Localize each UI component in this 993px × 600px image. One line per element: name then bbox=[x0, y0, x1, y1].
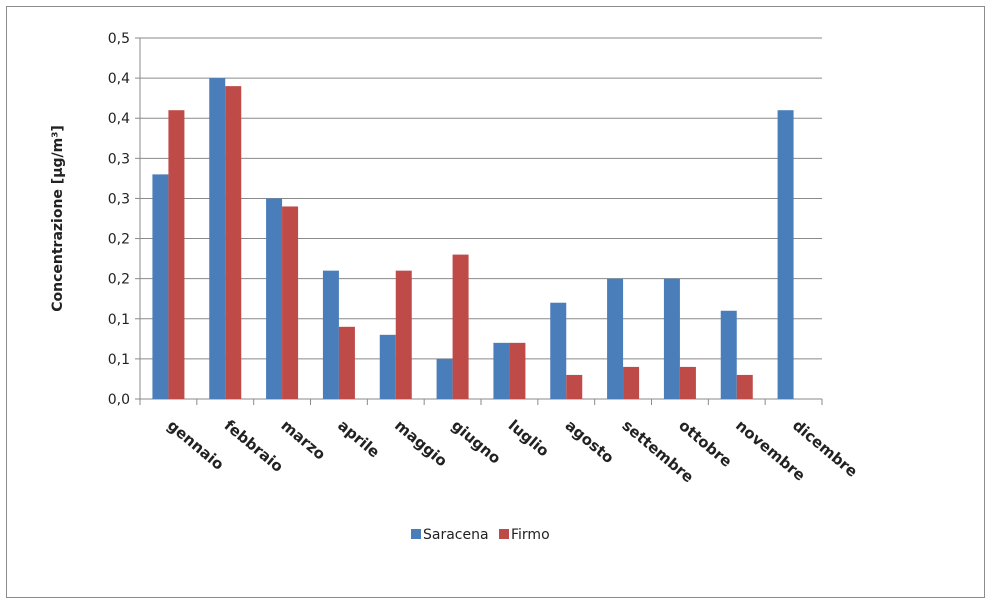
x-tick-label: giugno bbox=[448, 416, 504, 467]
bar-saracena-novembre bbox=[720, 310, 737, 399]
y-tick-label: 0,3 bbox=[108, 191, 130, 207]
y-tick-label: 0,4 bbox=[108, 111, 130, 127]
y-tick-label: 0,1 bbox=[108, 352, 130, 368]
legend-label-firmo: Firmo bbox=[511, 527, 550, 543]
y-tick-label: 0,2 bbox=[108, 232, 130, 248]
bar-saracena-agosto bbox=[550, 302, 567, 399]
bar-firmo-maggio bbox=[395, 270, 412, 399]
y-tick-label: 0,0 bbox=[108, 392, 130, 408]
x-tick-label: agosto bbox=[562, 416, 618, 467]
bar-firmo-marzo bbox=[282, 206, 299, 399]
bar-saracena-aprile bbox=[322, 270, 339, 399]
bar-saracena-febbraio bbox=[209, 78, 226, 399]
x-tick-label: gennaio bbox=[164, 416, 228, 473]
bar-saracena-marzo bbox=[266, 198, 283, 399]
bar-saracena-dicembre bbox=[777, 110, 794, 399]
bar-saracena-giugno bbox=[436, 358, 453, 399]
bar-firmo-gennaio bbox=[168, 110, 185, 399]
y-tick-label: 0,4 bbox=[108, 71, 130, 87]
bar-firmo-agosto bbox=[566, 374, 583, 399]
bar-firmo-novembre bbox=[736, 374, 753, 399]
bar-saracena-gennaio bbox=[152, 174, 169, 399]
x-tick-label: aprile bbox=[334, 416, 383, 461]
x-tick-label: luglio bbox=[505, 416, 553, 460]
bar-firmo-luglio bbox=[509, 342, 526, 399]
bar-firmo-giugno bbox=[452, 254, 469, 399]
bar-firmo-febbraio bbox=[225, 86, 242, 399]
bar-saracena-settembre bbox=[607, 278, 624, 399]
y-axis-title: Concentrazione [µg/m³] bbox=[50, 125, 66, 312]
x-tick-label: marzo bbox=[278, 416, 330, 463]
bar-firmo-settembre bbox=[623, 366, 640, 399]
legend-label-saracena: Saracena bbox=[423, 527, 489, 543]
bar-firmo-aprile bbox=[338, 326, 355, 399]
y-tick-label: 0,2 bbox=[108, 272, 130, 288]
legend-swatch-saracena bbox=[411, 529, 421, 539]
y-tick-label: 0,1 bbox=[108, 312, 130, 328]
bar-saracena-ottobre bbox=[663, 278, 680, 399]
bar-saracena-luglio bbox=[493, 342, 510, 399]
y-tick-label: 0,3 bbox=[108, 151, 130, 167]
x-tick-label: febbraio bbox=[221, 416, 287, 476]
bar-saracena-maggio bbox=[379, 334, 396, 399]
bar-firmo-ottobre bbox=[679, 366, 696, 399]
y-tick-label: 0,5 bbox=[108, 31, 130, 47]
x-tick-label: maggio bbox=[391, 416, 451, 470]
legend-swatch-firmo bbox=[499, 529, 509, 539]
